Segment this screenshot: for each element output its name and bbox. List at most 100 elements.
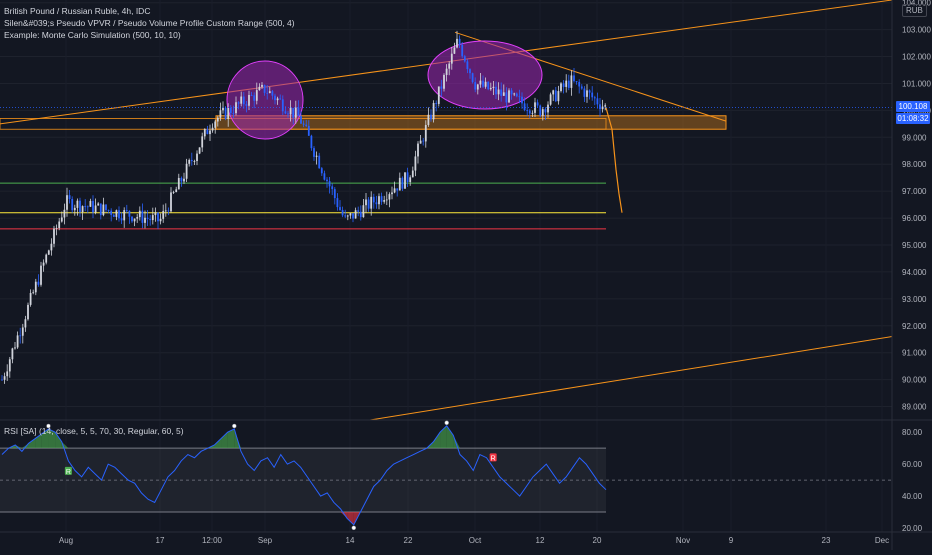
rsi-pivot-dot <box>351 525 357 531</box>
rsi-regular-marker <box>64 466 72 475</box>
candle-body <box>146 217 149 219</box>
candle-body <box>357 210 360 212</box>
rsi-layer: RR <box>1 420 607 531</box>
candle-body <box>414 156 417 171</box>
candle-body <box>521 96 523 104</box>
time-tick-label: Nov <box>676 536 690 545</box>
candle-body <box>229 107 232 114</box>
candle-body <box>53 228 55 244</box>
symbol-title[interactable]: British Pound / Russian Ruble, 4h, IDC <box>4 6 151 16</box>
forecast-path <box>605 107 623 213</box>
candle-body <box>495 86 497 95</box>
candle-body <box>385 199 388 201</box>
candle-body <box>203 129 206 137</box>
candle-body <box>79 200 81 213</box>
indicator-monte-carlo[interactable]: Example: Monte Carlo Simulation (500, 10… <box>4 30 181 40</box>
candle-body <box>339 207 341 210</box>
candle-body <box>435 102 438 104</box>
rsi-grid <box>0 447 892 513</box>
bar-countdown-label: 01:08:32 <box>896 113 930 125</box>
candle-body <box>341 209 344 216</box>
candle-body <box>453 47 456 54</box>
rising-trendline-lower[interactable] <box>369 336 893 421</box>
price-tick-label: 103.000 <box>902 26 931 35</box>
rsi-tick-label: 80.00 <box>902 428 923 437</box>
time-tick-label: 9 <box>729 536 734 545</box>
candle-body <box>281 99 284 112</box>
indicator-vpvr[interactable]: Silen&#039;s Pseudo VPVR / Pseudo Volume… <box>4 18 295 28</box>
candle-body <box>11 348 14 360</box>
candle-body <box>287 113 289 115</box>
candle-body <box>157 212 159 222</box>
candle-body <box>305 124 308 126</box>
candle-body <box>24 319 27 328</box>
candle-body <box>575 81 578 82</box>
candle-body <box>300 116 302 124</box>
candle-body <box>76 200 79 208</box>
candle-body <box>125 210 128 211</box>
candle-body <box>206 129 209 135</box>
candle-body <box>37 281 40 285</box>
candle-body <box>172 192 175 193</box>
candle-body <box>58 221 61 229</box>
candle-body <box>549 94 552 105</box>
currency-badge[interactable]: RUB <box>902 4 927 17</box>
candle-body <box>34 281 37 293</box>
candle-body <box>71 198 74 211</box>
candle-body <box>276 98 279 101</box>
candle-body <box>554 90 557 102</box>
rsi-regular-marker <box>489 453 497 462</box>
candle-body <box>235 102 237 114</box>
candle-body <box>320 168 323 174</box>
candle-body <box>567 80 570 88</box>
candle-body <box>336 198 339 208</box>
candle-body <box>580 86 583 89</box>
rsi-tick-label: 60.00 <box>902 460 923 469</box>
candle-body <box>266 92 269 94</box>
candle-body <box>21 327 24 336</box>
time-tick-label: 23 <box>822 536 831 545</box>
candle-body <box>443 74 445 89</box>
candle-body <box>68 195 71 199</box>
candle-body <box>515 93 518 97</box>
rsi-legend[interactable]: RSI [SA] (14, close, 5, 5, 70, 30, Regul… <box>4 426 184 436</box>
drawings-layer[interactable] <box>0 0 893 421</box>
candle-body <box>586 90 588 97</box>
candle-body <box>167 210 170 212</box>
candle-body <box>383 200 386 202</box>
rsi-pivot-dot <box>46 423 51 429</box>
candle-body <box>55 228 58 229</box>
candle-body <box>536 102 539 106</box>
candle-body <box>458 38 461 45</box>
candle-body <box>151 215 154 221</box>
candle-body <box>183 178 185 182</box>
rsi-overbought-fill <box>433 432 441 449</box>
candle-body <box>86 206 89 208</box>
candle-body <box>346 215 349 217</box>
candle-body <box>396 188 399 191</box>
candle-body <box>333 189 336 199</box>
candle-body <box>508 90 510 103</box>
candle-body <box>110 210 113 215</box>
candle-body <box>583 88 586 97</box>
top-ellipse-left[interactable] <box>226 60 304 140</box>
candle-body <box>424 124 427 142</box>
candle-body <box>258 86 261 91</box>
candle-body <box>63 209 66 218</box>
top-ellipse-right[interactable] <box>427 40 543 110</box>
candle-body <box>198 147 201 154</box>
candle-body <box>398 177 401 191</box>
candle-body <box>492 86 495 88</box>
candle-body <box>417 143 419 157</box>
candle-body <box>29 293 32 305</box>
candle-body <box>541 109 544 116</box>
candle-body <box>133 218 136 222</box>
candle-body <box>128 210 131 217</box>
price-tick-label: 91.000 <box>902 349 927 358</box>
rsi-overbought-fill <box>453 435 460 449</box>
candle-body <box>565 80 568 87</box>
candle-body <box>302 123 305 125</box>
candle-body <box>185 163 188 179</box>
